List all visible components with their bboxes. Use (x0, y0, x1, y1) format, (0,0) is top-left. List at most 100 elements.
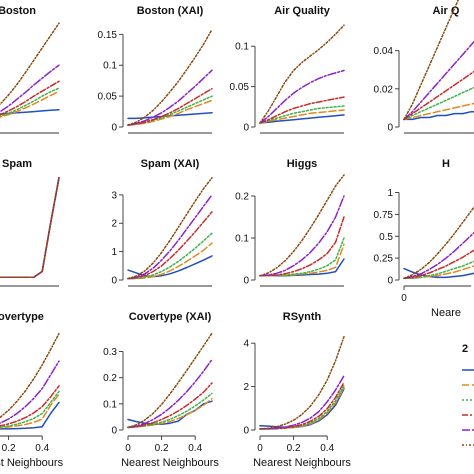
panel-p01: Boston (XAI) 0 0.05 0.1 0.15 (98, 5, 213, 134)
series-line-5 (259, 69, 345, 124)
y-tick-label: 1 (111, 247, 117, 258)
x-tick-label: 0 (125, 443, 131, 454)
y-tick-label: 0.05 (98, 92, 118, 103)
panel-title: Boston (0, 5, 36, 17)
series-line-5 (403, 231, 474, 280)
series-line-2 (403, 102, 474, 121)
y-tick-label: 1 (387, 188, 393, 199)
series-line-5 (0, 64, 60, 113)
y-tick-label: 0 (111, 276, 117, 287)
series-line-4 (0, 385, 60, 427)
x-tick-label: 0.4 (320, 443, 334, 454)
x-tick-label: 0.2 (287, 443, 301, 454)
series-line-5 (259, 374, 345, 430)
legend-title: 2 (462, 343, 469, 355)
x-tick-label: 0 (257, 443, 263, 454)
series-line-5 (127, 358, 213, 429)
series-line-3 (259, 105, 345, 124)
panel-title: RSynth (283, 311, 322, 323)
y-tick-label: 0 (243, 123, 249, 134)
series-line-3 (127, 232, 213, 280)
panel-title: Spam (XAI) (141, 158, 200, 170)
y-tick-label: 0.05 (230, 82, 250, 93)
x-tick-label: 0.4 (35, 443, 49, 454)
series-line-6 (127, 177, 213, 280)
y-tick-label: 0 (243, 276, 249, 287)
panel-title: Covertype (XAI) (129, 311, 212, 323)
series-line-5 (0, 360, 60, 424)
series-line-4 (403, 249, 474, 280)
y-tick-label: 0 (387, 123, 393, 134)
series-line-3 (403, 260, 474, 280)
x-axis-label: Nearest Neighbours (253, 457, 351, 469)
panel-title: Spam (2, 158, 32, 170)
panel-title: H (442, 158, 450, 170)
panel-p03: Air Q 0 0.02 0.04 (374, 0, 474, 134)
series-line-4 (127, 382, 213, 429)
y-tick-label: 4 (243, 339, 249, 350)
series-line-6 (127, 28, 213, 126)
panel-title: Boston (XAI) (137, 5, 204, 17)
y-tick-label: 0.04 (374, 46, 394, 57)
panel-title: Higgs (287, 158, 318, 170)
series-line-6 (259, 24, 345, 124)
series-line-6 (0, 332, 60, 419)
y-tick-label: 0 (111, 426, 117, 437)
series-line-6 (259, 335, 345, 430)
panel-title: Air Quality (274, 5, 331, 17)
y-tick-label: 0 (387, 276, 393, 287)
series-line-3 (127, 95, 213, 126)
panel-title: Air Q (433, 5, 460, 17)
y-tick-label: 0.1 (235, 234, 249, 245)
y-tick-label: 0.3 (103, 347, 117, 358)
x-axis-label: arest Neighbours (0, 457, 64, 469)
y-tick-label: 0.2 (235, 192, 249, 203)
series-line-6 (0, 22, 60, 106)
x-tick-label: 0.2 (155, 443, 169, 454)
x-tick-label: 0.2 (2, 443, 16, 454)
series-line-1 (0, 401, 60, 430)
series-line-5 (127, 194, 213, 280)
panel-title: Covertype (0, 311, 44, 323)
panel-p21: Covertype (XAI) 0 0.1 0.2 0.3 0 0.2 0.4 Nearest … (103, 311, 219, 469)
series-line-1 (403, 267, 474, 279)
y-tick-label: 0.2 (103, 373, 117, 384)
series-line-6 (127, 332, 213, 429)
series-line-6 (0, 177, 60, 278)
series-line-6 (403, 205, 474, 280)
legend (462, 369, 474, 446)
series-line-4 (127, 211, 213, 280)
series-line-4 (0, 80, 60, 116)
series-line-4 (127, 87, 213, 126)
panel-p02: Air Quality 0 0.05 0.1 (230, 5, 345, 134)
panel-p00: Boston (0, 5, 60, 134)
series-line-2 (0, 90, 60, 118)
y-tick-label: 0.5 (379, 232, 393, 243)
y-tick-label: 2 (111, 219, 117, 230)
series-line-5 (127, 69, 213, 126)
series-line-3 (0, 390, 60, 428)
y-tick-label: 0 (111, 123, 117, 134)
y-tick-label: 0.25 (374, 254, 394, 265)
y-tick-label: 0.02 (374, 84, 394, 95)
panel-p12: Higgs 0 0.1 0.2 (235, 158, 345, 287)
y-tick-label: 0 (243, 426, 249, 437)
panel-p20: Covertype 0.2 0.4 arest Neighbours (0, 311, 64, 469)
series-line-5 (259, 195, 345, 277)
x-axis-label: Nearest Neighbours (121, 457, 219, 469)
series-line-6 (403, 0, 460, 121)
series-line-1 (259, 114, 345, 124)
series-line-2 (259, 109, 345, 124)
series-line-4 (403, 70, 474, 121)
y-tick-label: 0.75 (374, 210, 394, 221)
x-tick-label: 0 (401, 293, 407, 304)
legend-box: 2 (440, 343, 474, 443)
x-tick-label: 0.4 (188, 443, 202, 454)
y-tick-label: 0.15 (98, 30, 118, 41)
y-tick-label: 2 (243, 382, 249, 393)
series-line-1 (0, 108, 60, 115)
series-line-4 (259, 96, 345, 124)
y-tick-label: 0.1 (103, 399, 117, 410)
series-line-2 (0, 393, 60, 429)
